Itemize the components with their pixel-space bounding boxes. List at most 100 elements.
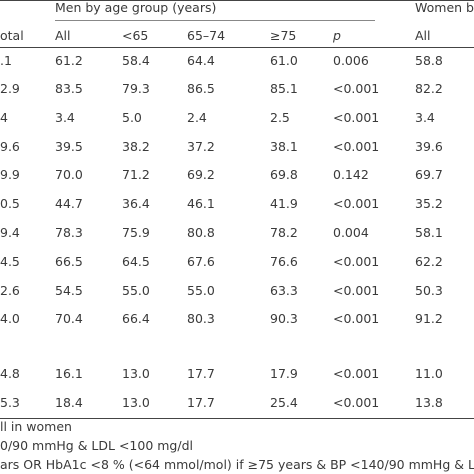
table-cell: 18.4: [55, 395, 83, 410]
table-cell: 64.4: [187, 53, 215, 68]
table-cell: <0.001: [333, 196, 380, 211]
table-cell: 82.2: [415, 81, 443, 96]
column-header: p: [333, 28, 341, 43]
table-cell: 4.8: [0, 366, 20, 381]
column-header: All: [415, 28, 431, 43]
table-cell: 0.006: [333, 53, 369, 68]
table-cell: 58.1: [415, 225, 443, 240]
table-cell: 17.9: [270, 366, 298, 381]
group-rule: [55, 20, 375, 21]
table-cell: 58.4: [122, 53, 150, 68]
table-cell: 69.2: [187, 167, 215, 182]
table-cell: 11.0: [415, 366, 443, 381]
table-cell: <0.001: [333, 139, 380, 154]
table-cell: 16.1: [55, 366, 83, 381]
table-cell: 83.5: [55, 81, 83, 96]
table-cell: 2.4: [187, 110, 207, 125]
table-cell: 76.6: [270, 254, 298, 269]
table-cell: 9.6: [0, 139, 20, 154]
table-cell: 0.5: [0, 196, 20, 211]
table-cell: 17.7: [187, 366, 215, 381]
table-cell: <0.001: [333, 81, 380, 96]
table-cell: <0.001: [333, 110, 380, 125]
table-cell: 2.9: [0, 81, 20, 96]
table-cell: 54.5: [55, 283, 83, 298]
table-cell: 9.9: [0, 167, 20, 182]
table-cell: 61.0: [270, 53, 298, 68]
table-cell: 38.1: [270, 139, 298, 154]
table-cell: 13.0: [122, 395, 150, 410]
table-cell: 63.3: [270, 283, 298, 298]
table-cell: 0.004: [333, 225, 369, 240]
table-cell: 66.4: [122, 311, 150, 326]
table-cell: 39.5: [55, 139, 83, 154]
table-cell: 78.3: [55, 225, 83, 240]
table-cell: 9.4: [0, 225, 20, 240]
table-cell: 80.3: [187, 311, 215, 326]
table-cell: 25.4: [270, 395, 298, 410]
table-cell: <0.001: [333, 311, 380, 326]
bottom-rule: [0, 418, 474, 419]
table-cell: 90.3: [270, 311, 298, 326]
table-cell: <0.001: [333, 254, 380, 269]
table-cell: 2.5: [270, 110, 290, 125]
table-cell: 36.4: [122, 196, 150, 211]
table-cell: 62.2: [415, 254, 443, 269]
header-rule: [0, 47, 474, 48]
table-cell: 3.4: [55, 110, 75, 125]
column-header: All: [55, 28, 71, 43]
table-cell: 66.5: [55, 254, 83, 269]
table-cell: 35.2: [415, 196, 443, 211]
table-cell: 70.0: [55, 167, 83, 182]
table-cell: 64.5: [122, 254, 150, 269]
table-cell: 58.8: [415, 53, 443, 68]
table-cell: 4.5: [0, 254, 20, 269]
table-cell: 91.2: [415, 311, 443, 326]
group-header: Women b: [415, 0, 474, 15]
table-cell: 0.142: [333, 167, 369, 182]
table-cell: .1: [0, 53, 12, 68]
table-cell: 78.2: [270, 225, 298, 240]
column-header: ≥75: [270, 28, 297, 43]
table-cell: 70.4: [55, 311, 83, 326]
table-cell: 69.8: [270, 167, 298, 182]
table-cell: 86.5: [187, 81, 215, 96]
table-cell: <0.001: [333, 395, 380, 410]
table-cell: 75.9: [122, 225, 150, 240]
table-cell: <0.001: [333, 366, 380, 381]
table-cell: 2.6: [0, 283, 20, 298]
footnote: ll in women: [0, 419, 72, 434]
table-cell: 85.1: [270, 81, 298, 96]
column-header: otal: [0, 28, 24, 43]
column-header: 65–74: [187, 28, 226, 43]
table-cell: 39.6: [415, 139, 443, 154]
column-header: <65: [122, 28, 149, 43]
table-cell: <0.001: [333, 283, 380, 298]
table-cell: 71.2: [122, 167, 150, 182]
table-cell: 61.2: [55, 53, 83, 68]
table-cell: 55.0: [187, 283, 215, 298]
table-cell: 44.7: [55, 196, 83, 211]
table-cell: 5.0: [122, 110, 142, 125]
table-cell: 69.7: [415, 167, 443, 182]
table-cell: 79.3: [122, 81, 150, 96]
table-cell: 13.8: [415, 395, 443, 410]
table-cell: 38.2: [122, 139, 150, 154]
table-cell: 37.2: [187, 139, 215, 154]
table-cell: 4.0: [0, 311, 20, 326]
footnote: 0/90 mmHg & LDL <100 mg/dl: [0, 438, 193, 453]
table-cell: 55.0: [122, 283, 150, 298]
footnote: ars OR HbA1c <8 % (<64 mmol/mol) if ≥75 …: [0, 457, 474, 472]
table-cell: 50.3: [415, 283, 443, 298]
table-cell: 5.3: [0, 395, 20, 410]
table-cell: 46.1: [187, 196, 215, 211]
group-header: Men by age group (years): [55, 0, 217, 15]
table-cell: 4: [0, 110, 8, 125]
table-cell: 80.8: [187, 225, 215, 240]
top-rule: [0, 0, 474, 1]
table-cell: 13.0: [122, 366, 150, 381]
table-cell: 41.9: [270, 196, 298, 211]
table-cell: 67.6: [187, 254, 215, 269]
table-cell: 17.7: [187, 395, 215, 410]
